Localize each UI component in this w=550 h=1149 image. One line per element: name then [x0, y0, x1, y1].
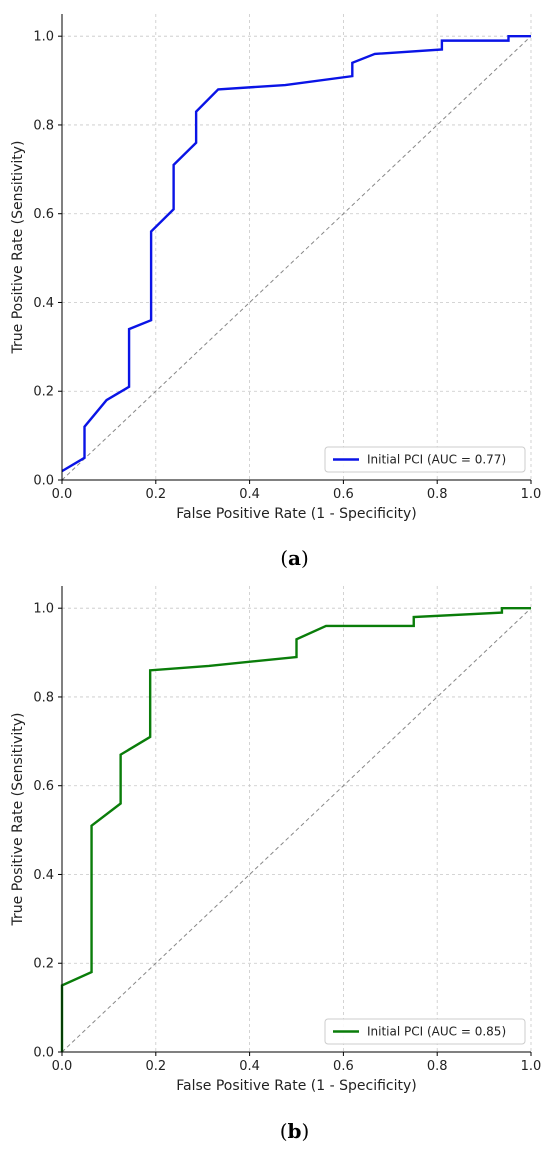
y-tick-label: 0.2: [33, 385, 54, 400]
x-tick-label: 1.0: [521, 1059, 542, 1074]
y-tick-label: 0.4: [33, 296, 54, 311]
legend-entry: Initial PCI (AUC = 0.85): [367, 1025, 506, 1039]
x-tick-label: 0.2: [145, 1059, 166, 1074]
y-axis-label: True Positive Rate (Sensitivity): [10, 713, 26, 927]
panel-caption: (a): [280, 546, 309, 570]
y-tick-label: 1.0: [33, 602, 54, 617]
x-tick-label: 0.0: [52, 1059, 73, 1074]
y-tick-label: 0.0: [33, 1046, 54, 1061]
roc-curve-line: [60, 606, 531, 1052]
x-tick-label: 0.2: [145, 487, 166, 502]
caption-letter: a: [288, 546, 301, 570]
legend-box: [324, 1018, 526, 1045]
x-tick-label: 0.8: [427, 1059, 448, 1074]
roc-curve-line: [61, 34, 531, 473]
y-tick-label: 0.6: [33, 207, 54, 222]
chart-panel-a: 0.0 0.2 0.4 0.6 0.8 1.0 0.0 0.2 0.4 0.6 0.8 1.0 Fals…: [10, 14, 541, 570]
x-tick-label: 0.6: [333, 487, 354, 502]
panel-caption: (b): [280, 1119, 310, 1143]
caption-open-paren: (: [280, 1119, 288, 1143]
y-axis-label: True Positive Rate (Sensitivity): [10, 141, 26, 355]
y-tick-label: 1.0: [33, 30, 54, 45]
y-tick-label: 0.2: [33, 957, 54, 972]
x-tick-label: 1.0: [521, 487, 542, 502]
x-axis-label: False Positive Rate (1 - Specificity): [176, 1078, 417, 1094]
y-tick-label: 0.8: [33, 690, 54, 705]
chance-diagonal-line: [61, 607, 532, 1053]
chart-panel-b: 0.0 0.2 0.4 0.6 0.8 1.0 0.0 0.2 0.4 0.6 0.8 1.0 Fals…: [10, 586, 541, 1143]
x-axis-label: False Positive Rate (1 - Specificity): [176, 506, 417, 522]
x-tick-label: 0.8: [427, 487, 448, 502]
chance-diagonal-line: [61, 35, 532, 481]
x-tick-label: 0.0: [52, 487, 73, 502]
x-tick-label: 0.6: [333, 1059, 354, 1074]
legend: Initial PCI (AUC = 0.85): [324, 1018, 526, 1045]
y-tick-label: 0.0: [33, 474, 54, 489]
caption-close-paren: ): [301, 1119, 309, 1143]
caption-letter: b: [288, 1119, 302, 1143]
x-tick-label: 0.4: [239, 487, 260, 502]
legend: Initial PCI (AUC = 0.77): [324, 446, 526, 473]
caption-close-paren: ): [301, 546, 309, 570]
y-tick-label: 0.6: [33, 779, 54, 794]
y-tick-label: 0.8: [33, 118, 54, 133]
y-tick-label: 0.4: [33, 868, 54, 883]
caption-open-paren: (: [280, 546, 288, 570]
x-tick-label: 0.4: [239, 1059, 260, 1074]
legend-box: [324, 446, 526, 473]
legend-entry: Initial PCI (AUC = 0.77): [367, 453, 506, 467]
